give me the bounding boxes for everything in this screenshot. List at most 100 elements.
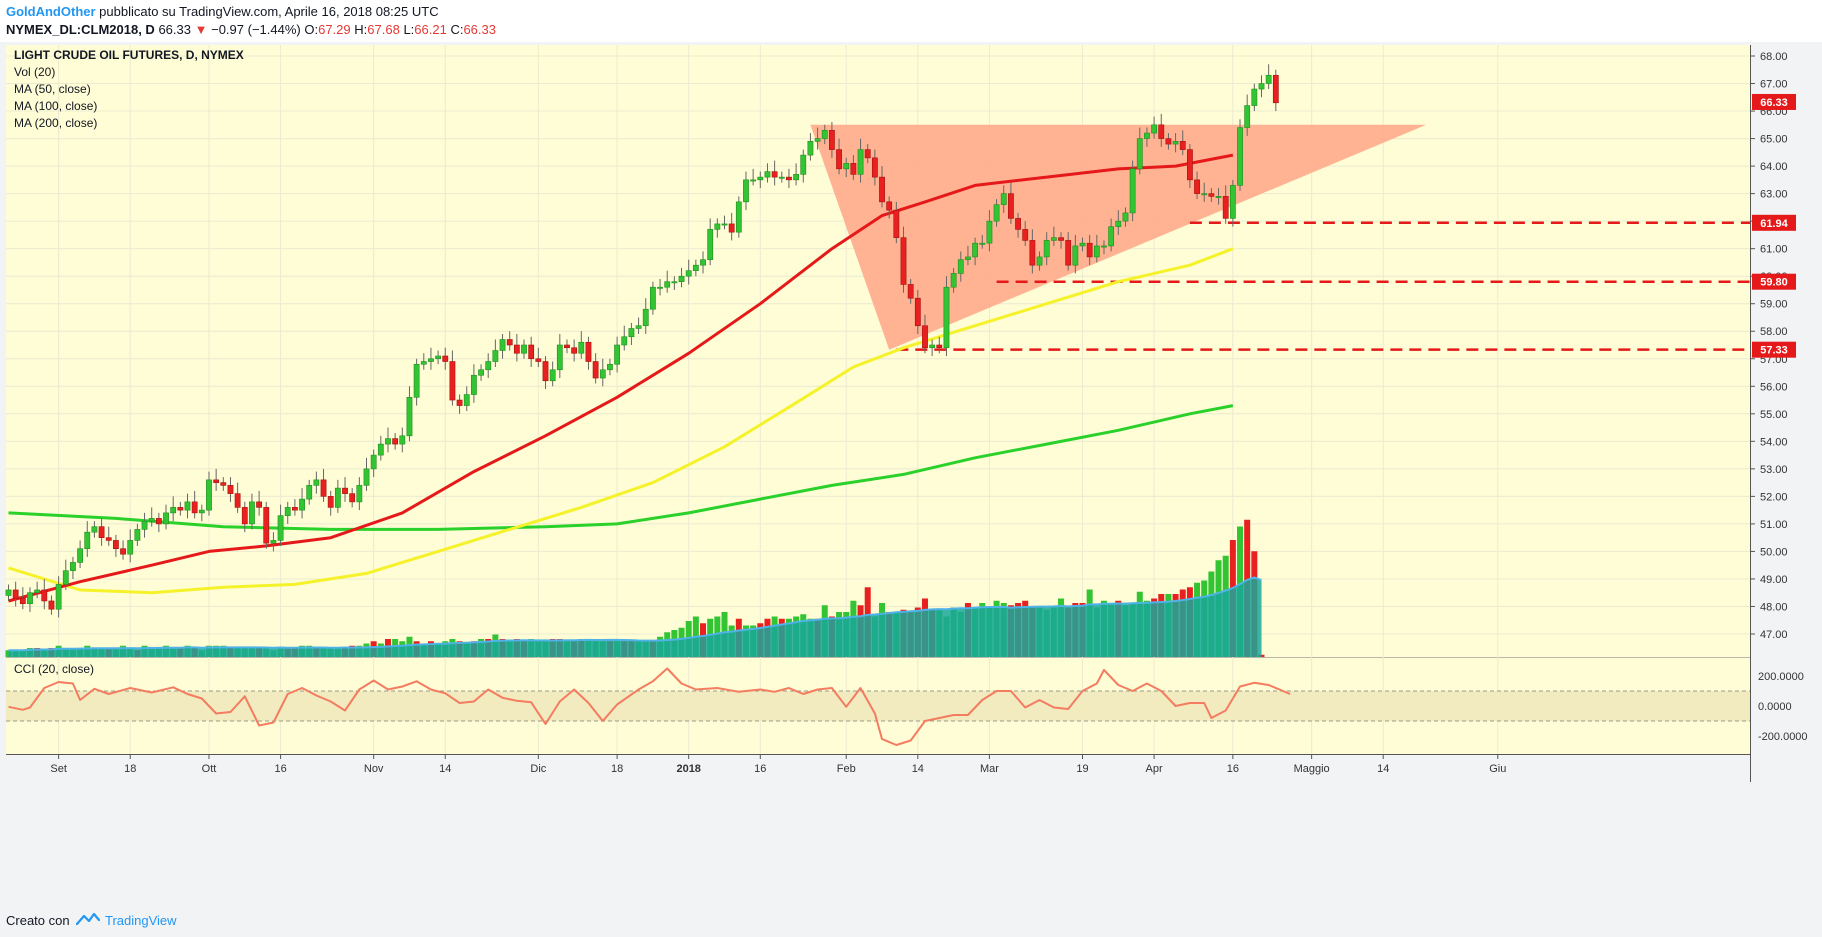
candle-body — [1108, 226, 1115, 247]
candle-body — [263, 507, 270, 544]
candle — [1237, 119, 1243, 191]
x-tick-label: 16 — [1227, 763, 1239, 775]
ma100-line — [8, 247, 1234, 595]
candle — [621, 325, 628, 351]
candle-body — [249, 501, 255, 525]
x-tick-label: Ott — [202, 763, 217, 775]
candle-body — [392, 438, 399, 445]
candle — [284, 501, 291, 524]
candle-body — [807, 141, 814, 156]
candle-body — [463, 394, 470, 406]
candle — [943, 276, 950, 357]
candle-body — [113, 540, 119, 549]
candle-body — [836, 149, 842, 170]
symbol-line: NYMEX_DL:CLM2018, D 66.33 ▼ −0.97 (−1.44… — [6, 22, 496, 37]
y-tick-label: 49.00 — [1760, 574, 1788, 586]
candle — [807, 133, 814, 161]
candle-body — [771, 171, 778, 178]
candle-body — [342, 487, 348, 494]
price-chart[interactable]: 47.00 48.00 49.00 50.00 51.00 52.00 53.00 54.00… — [0, 42, 1822, 900]
candle-body — [864, 149, 871, 159]
price-tag-box — [1752, 273, 1796, 290]
candle — [914, 289, 921, 334]
candle-body — [277, 515, 284, 541]
candle-body — [170, 507, 177, 514]
candle-body — [385, 438, 391, 445]
candle — [342, 477, 348, 502]
candle — [535, 347, 542, 368]
candle-body — [714, 223, 721, 230]
candle-body — [1136, 138, 1143, 170]
cci-overbought-oversold-band — [6, 691, 1750, 721]
candle — [542, 356, 549, 390]
candle — [456, 394, 463, 414]
candle-body — [442, 355, 449, 362]
candle — [313, 471, 320, 494]
candle — [850, 155, 857, 180]
candle-body — [585, 341, 592, 362]
candle-body — [821, 130, 828, 139]
tradingview-link[interactable]: TradingView — [105, 913, 177, 928]
candle — [628, 322, 635, 345]
candle — [714, 218, 721, 238]
candle — [55, 576, 62, 618]
candle — [1058, 232, 1064, 249]
candle — [19, 587, 26, 610]
candle — [578, 331, 585, 359]
candle — [743, 171, 749, 211]
candle — [685, 259, 692, 285]
candle — [571, 339, 578, 362]
candle-body — [793, 174, 799, 181]
candle — [170, 496, 177, 522]
candle-body — [48, 600, 55, 610]
candle — [692, 259, 699, 277]
candle-body — [614, 344, 620, 365]
candle-body — [628, 328, 635, 338]
candle-body — [857, 149, 864, 175]
x-tick-label: Feb — [837, 763, 856, 775]
candle — [1115, 210, 1122, 235]
candle — [1201, 182, 1208, 202]
candle-body — [1194, 179, 1200, 194]
candle-body — [120, 548, 126, 555]
candle-body — [922, 325, 928, 349]
candle — [48, 595, 55, 615]
time-axis[interactable]: Set 18 Ott 16 Nov 14 Dic 18 2018 16 Feb 14 Mar 19 Apr 1… — [50, 754, 1506, 775]
candle-body — [743, 179, 749, 203]
candle — [163, 504, 169, 530]
author-link[interactable]: GoldAndOther — [6, 4, 96, 19]
candle-body — [1251, 88, 1258, 106]
candle — [549, 361, 556, 387]
publication-line: GoldAndOther pubblicato su TradingView.c… — [6, 4, 439, 19]
candle — [463, 386, 470, 412]
legend-ma200: MA (200, close) — [14, 116, 97, 130]
candle — [950, 267, 957, 293]
candle-body — [213, 479, 220, 483]
candle-body — [1215, 196, 1222, 198]
candle — [5, 584, 12, 601]
candle-body — [306, 485, 313, 500]
candle-body — [1144, 132, 1150, 139]
candle-body — [513, 344, 520, 354]
candle — [607, 358, 613, 376]
y-tick-label: 48.00 — [1760, 601, 1788, 613]
candle — [793, 163, 799, 186]
triangle-pattern — [810, 124, 1427, 350]
candle — [120, 540, 126, 560]
candle-body — [420, 361, 427, 365]
candle-body — [778, 176, 785, 179]
candle-body — [535, 358, 542, 362]
candle — [84, 521, 91, 557]
candle — [728, 212, 735, 241]
candle — [1272, 69, 1279, 112]
candle — [191, 490, 198, 519]
x-tick-label: 18 — [124, 763, 136, 775]
candle — [771, 160, 778, 186]
candle-body — [721, 223, 728, 226]
candle-body — [893, 209, 900, 238]
chart-title: LIGHT CRUDE OIL FUTURES, D, NYMEX — [14, 48, 244, 62]
candle — [206, 471, 212, 516]
candle-body — [456, 399, 463, 406]
candle-body — [843, 163, 850, 170]
candle-body — [1079, 242, 1086, 247]
